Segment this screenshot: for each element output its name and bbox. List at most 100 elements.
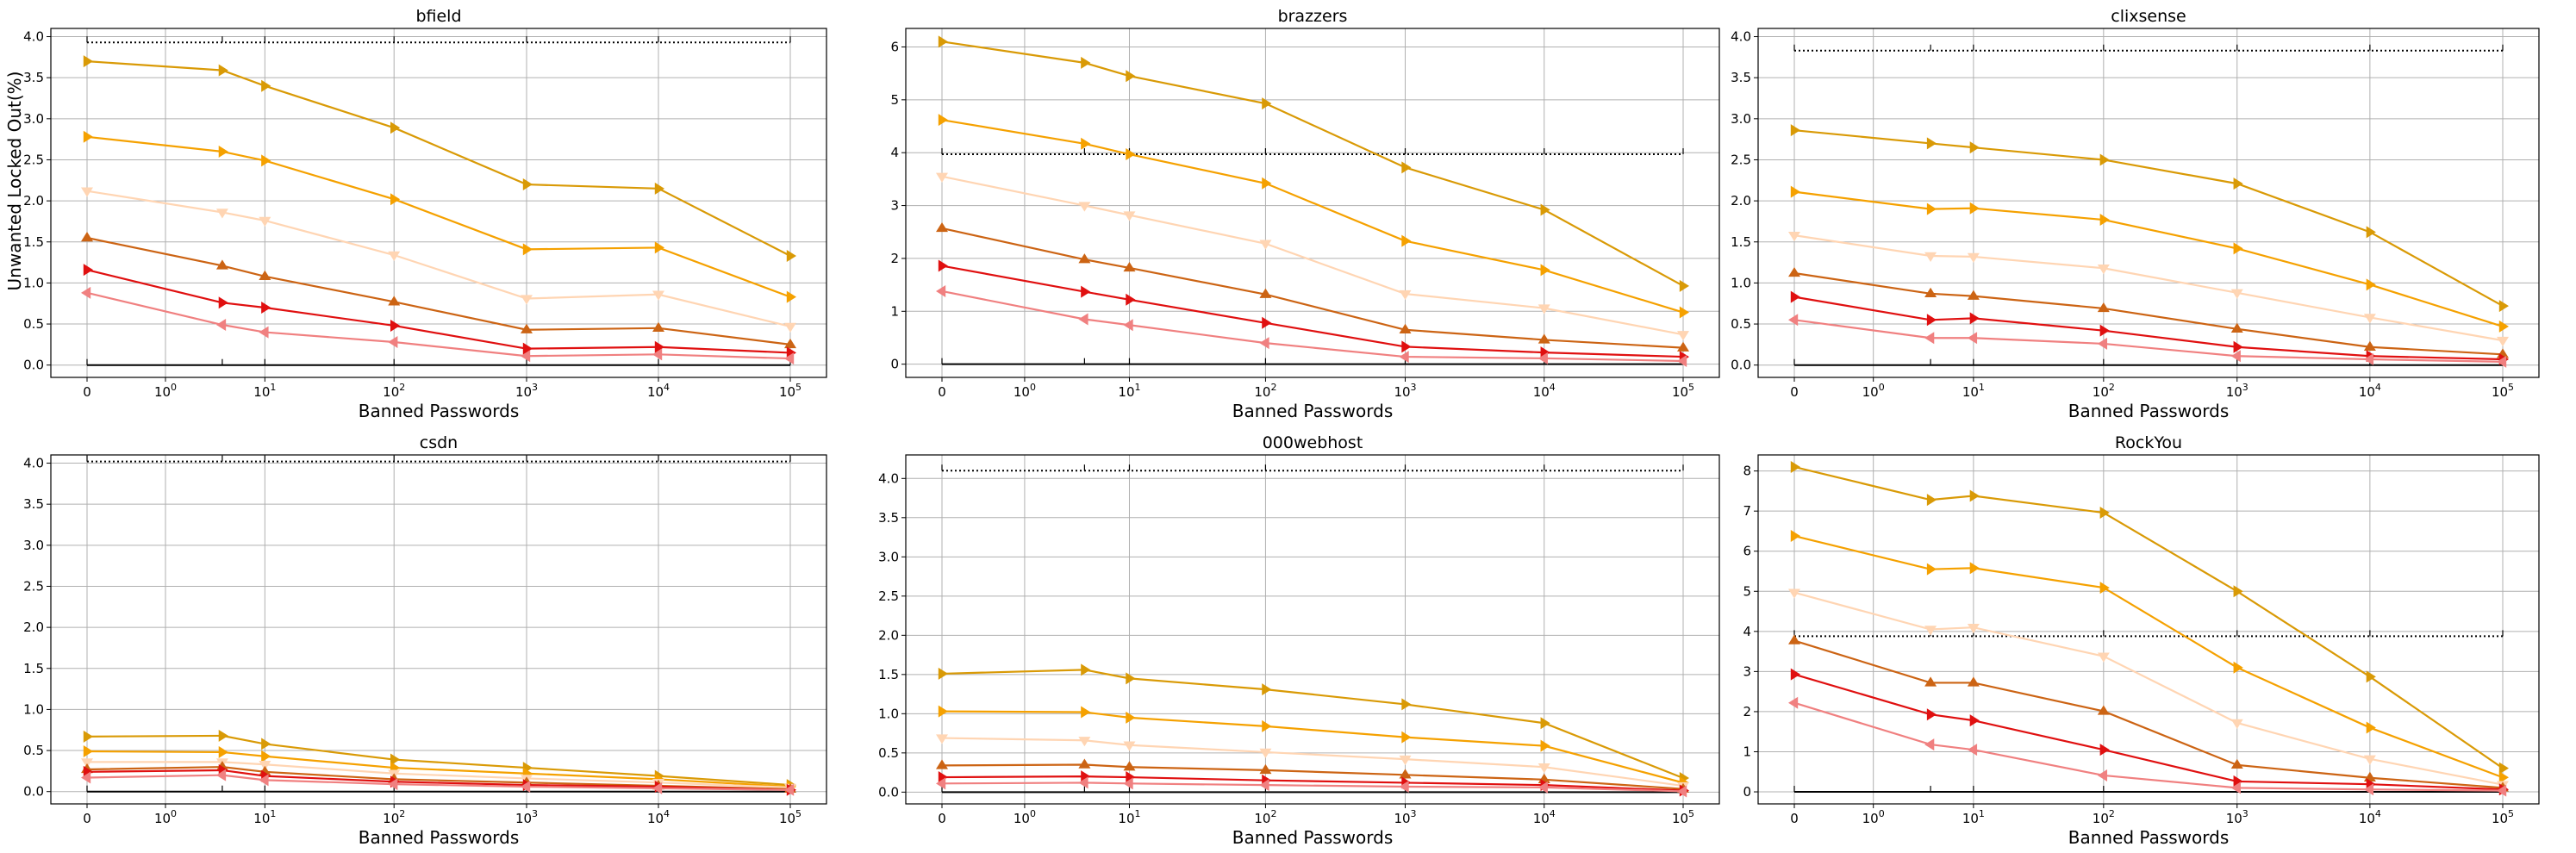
x-tick-label: 104 — [2359, 808, 2381, 826]
data-point — [1262, 97, 1272, 110]
x-tick-label: 103 — [515, 382, 538, 400]
y-tick-label: 2 — [890, 251, 899, 266]
data-point — [1399, 323, 1412, 333]
series-1 — [1790, 460, 2509, 775]
data-point — [1969, 489, 1980, 502]
data-point — [1081, 663, 1091, 676]
y-tick-label: 3.0 — [878, 549, 899, 564]
data-point — [1679, 306, 1689, 319]
y-tick-label: 2.5 — [23, 152, 44, 167]
data-point — [1926, 708, 1937, 721]
subplot-000webhost: 000webhost 0.0 0.5 1.0 1.5 2.0 2.5 3.0 3.5 4.0 0 10… — [878, 433, 1720, 848]
series-3 — [81, 187, 796, 333]
data-point — [2097, 705, 2110, 715]
data-point — [2498, 762, 2509, 775]
x-tick-label: 105 — [1672, 382, 1694, 400]
y-tick-label: 2.0 — [878, 627, 899, 643]
x-gridlines — [86, 455, 791, 804]
data-point — [83, 55, 93, 68]
x-tick-label: 102 — [383, 382, 405, 400]
data-point — [1677, 331, 1689, 341]
x-tick-label: 101 — [1118, 808, 1140, 826]
y-tick-label: 6 — [1743, 544, 1751, 559]
data-point — [83, 745, 93, 758]
x-tick-label: 100 — [1014, 808, 1036, 826]
data-point — [388, 336, 398, 349]
data-point — [2498, 771, 2509, 784]
data-point — [938, 35, 948, 48]
data-point — [2099, 744, 2110, 756]
y-tick-label: 5 — [1743, 583, 1751, 599]
data-point — [215, 259, 228, 270]
data-point — [1401, 698, 1412, 711]
data-point — [83, 264, 93, 277]
series-4 — [936, 221, 1689, 352]
data-point — [1259, 288, 1272, 298]
data-point — [1259, 748, 1272, 758]
x-tick-label: 0 — [1790, 384, 1799, 400]
data-point — [1790, 530, 1800, 543]
x-tick-label: 102 — [2093, 382, 2115, 400]
subplot-title: brazzers — [1278, 7, 1348, 26]
data-point — [1126, 771, 1136, 784]
series-5 — [83, 264, 796, 359]
data-point — [388, 296, 401, 306]
series-1 — [83, 55, 796, 262]
data-point — [2366, 721, 2376, 734]
data-point — [1969, 312, 1980, 325]
x-tick-label: 103 — [1394, 382, 1416, 400]
data-point — [218, 296, 228, 309]
data-point — [1790, 668, 1800, 681]
y-tick-label: 2.0 — [1731, 193, 1751, 209]
y-tick-labels: 0 1 2 3 4 5 6 7 8 — [1743, 464, 1758, 800]
data-point — [1540, 739, 1550, 752]
data-point — [1788, 588, 1800, 599]
series-2 — [83, 130, 796, 303]
data-point — [522, 342, 533, 355]
data-point — [1081, 56, 1091, 69]
data-point — [1790, 185, 1800, 198]
data-point — [521, 295, 533, 305]
y-tick-label: 2.5 — [1731, 152, 1751, 167]
data-point — [2230, 289, 2243, 299]
data-point — [1788, 266, 1800, 277]
x-tick-labels: 0 100 101 102 103 104 105 — [83, 377, 801, 400]
data-point — [1123, 777, 1133, 790]
data-point — [259, 774, 269, 787]
data-point — [522, 243, 533, 256]
y-tick-label: 0.0 — [23, 358, 44, 373]
y-tick-label: 3.0 — [23, 538, 44, 553]
data-point — [388, 778, 398, 791]
data-point — [218, 745, 228, 758]
data-point — [1926, 202, 1937, 215]
subplot-bfield: bfield 0.0 0.5 1.0 1.5 2.0 2.5 3.0 3.5 4.0 0 100 101… — [23, 7, 827, 421]
series-1 — [1790, 124, 2509, 313]
data-point — [1399, 769, 1412, 779]
y-tick-label: 3.5 — [23, 496, 44, 512]
subplot-rockyou: RockYou 0 1 2 3 4 5 6 7 8 0 100 101 102 103 104 105 Banne… — [1743, 433, 2540, 848]
data-point — [1967, 676, 1980, 687]
data-point — [1401, 161, 1412, 174]
series-2 — [1790, 530, 2509, 784]
data-point — [1677, 785, 1687, 798]
data-point — [2097, 652, 2110, 663]
data-point — [652, 290, 664, 301]
data-point — [2497, 336, 2509, 347]
subplot-title: 000webhost — [1263, 433, 1363, 452]
x-axis-label: Banned Passwords — [359, 827, 520, 848]
y-tick-labels: 0.0 0.5 1.0 1.5 2.0 2.5 3.0 3.5 4.0 — [878, 470, 906, 800]
data-point — [261, 154, 271, 167]
data-point — [1969, 714, 1980, 727]
data-point — [1262, 683, 1272, 696]
data-point — [81, 758, 93, 769]
data-point — [1967, 332, 1978, 345]
x-tick-label: 102 — [383, 808, 405, 826]
y-tick-label: 4.0 — [23, 456, 44, 471]
data-point — [1262, 316, 1272, 329]
dotted-reference — [86, 36, 791, 44]
y-tick-label: 3 — [890, 198, 899, 214]
y-tick-labels: 0 1 2 3 4 5 6 — [890, 39, 906, 372]
data-point — [1078, 737, 1091, 747]
dotted-reference — [941, 148, 1684, 156]
axes-frame — [1757, 28, 2540, 378]
